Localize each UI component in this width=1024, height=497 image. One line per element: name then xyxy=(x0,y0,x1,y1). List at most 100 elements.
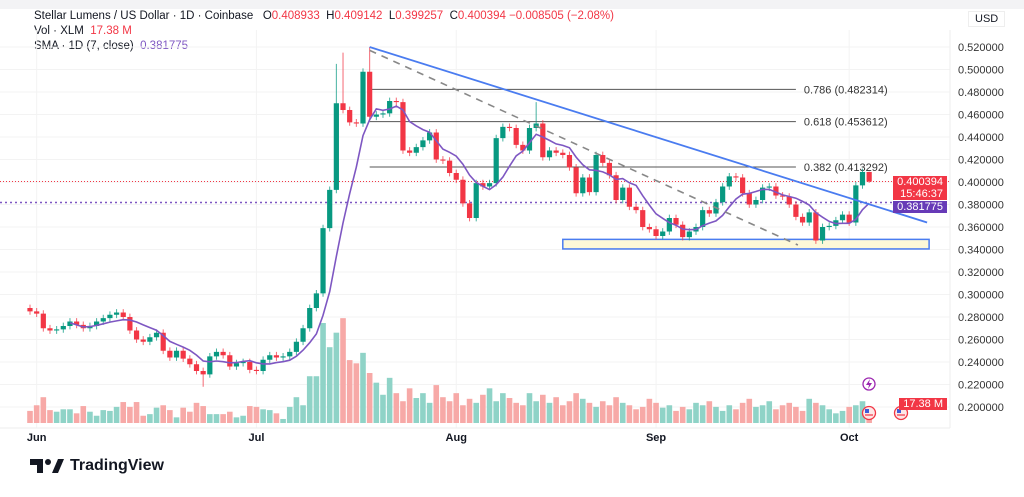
volume-bar xyxy=(853,405,859,423)
candle-body xyxy=(240,362,246,364)
candle-body xyxy=(600,155,606,163)
candle-body xyxy=(733,176,739,178)
candle-body xyxy=(586,177,593,193)
fib-level-label: 0.786 (0.482314) xyxy=(804,84,888,96)
candle-body xyxy=(94,321,100,326)
candle-body xyxy=(293,341,299,352)
currency-selector[interactable]: USD xyxy=(968,11,1006,27)
close-value: 0.400394 xyxy=(457,10,506,22)
candle-body xyxy=(766,186,772,188)
candle-body xyxy=(340,103,346,110)
symbol-title: Stellar Lumens / US Dollar · 1D · Coinba… xyxy=(34,10,254,22)
volume-bar xyxy=(366,373,373,423)
volume-bar xyxy=(113,406,120,423)
volume-bar xyxy=(340,318,346,423)
volume-bar xyxy=(293,397,300,423)
volume-bar xyxy=(546,402,553,423)
volume-bar xyxy=(207,414,213,423)
volume-bar xyxy=(813,402,819,423)
candle-body xyxy=(273,355,280,358)
volume-bar xyxy=(833,413,839,423)
volume-bar xyxy=(393,393,400,423)
sma-line xyxy=(69,105,870,365)
candle-body xyxy=(193,364,200,371)
candle-body xyxy=(673,218,679,225)
candle-body xyxy=(227,355,233,367)
open-label: O xyxy=(262,10,272,22)
volume-value: 17.38 M xyxy=(90,25,132,37)
candle-body xyxy=(427,132,433,141)
candle-body xyxy=(353,122,359,124)
volume-bar xyxy=(633,409,639,423)
volume-bar xyxy=(353,363,360,423)
candle-body xyxy=(333,103,339,190)
candle-body xyxy=(74,321,80,325)
y-tick-label: 0.260000 xyxy=(958,335,1004,347)
volume-bar xyxy=(406,388,413,423)
volume-bar xyxy=(213,414,220,423)
volume-bar xyxy=(713,406,719,423)
volume-bar xyxy=(626,405,633,423)
candle-body xyxy=(593,155,599,193)
candle-body xyxy=(27,308,33,312)
volume-bar xyxy=(167,410,173,423)
candle-body xyxy=(233,363,240,367)
volume-bar xyxy=(73,413,80,423)
candle-body xyxy=(473,183,479,218)
volume-bar xyxy=(679,406,686,423)
y-tick-label: 0.220000 xyxy=(958,380,1004,392)
candle-body xyxy=(660,231,666,236)
candle-body xyxy=(846,214,852,223)
volume-bar xyxy=(619,402,626,423)
candle-body xyxy=(107,314,113,319)
candle-body xyxy=(187,358,193,365)
volume-bar xyxy=(666,405,673,423)
candle-body xyxy=(726,176,732,187)
volume-bar xyxy=(699,405,706,423)
volume-legend[interactable]: Vol · XLM 17.38 M xyxy=(34,25,132,38)
y-tick-label: 0.480000 xyxy=(958,87,1004,99)
volume-bar xyxy=(180,407,186,423)
volume-bar xyxy=(573,393,579,423)
volume-bar xyxy=(719,410,726,423)
candle-body xyxy=(247,362,253,370)
x-tick-label: Jun xyxy=(27,432,47,444)
candle-body xyxy=(320,228,326,294)
volume-bar xyxy=(579,398,586,423)
volume-bar xyxy=(506,398,513,423)
volume-bar xyxy=(373,382,380,423)
fib-level-label: 0.618 (0.453612) xyxy=(804,117,888,129)
candle-body xyxy=(120,312,126,317)
volume-bar xyxy=(133,402,140,423)
candle-body xyxy=(393,101,399,103)
candle-body xyxy=(746,193,752,205)
volume-bar xyxy=(433,385,440,423)
volume-bar xyxy=(33,405,40,423)
volume-bar xyxy=(480,394,486,423)
brand-name: TradingView xyxy=(70,457,164,474)
volume-bar xyxy=(806,398,813,423)
volume-bar xyxy=(80,406,87,423)
candle-body xyxy=(40,313,46,329)
volume-bar xyxy=(153,407,160,423)
candle-body xyxy=(287,351,293,357)
candle-body xyxy=(60,326,66,330)
candle-body xyxy=(167,350,173,358)
candle-body xyxy=(400,102,406,151)
candle-body xyxy=(506,126,513,128)
volume-bar xyxy=(346,360,353,423)
volume-bar xyxy=(779,405,786,423)
volume-bar xyxy=(566,401,573,423)
volume-bar xyxy=(187,411,193,423)
y-tick-label: 0.340000 xyxy=(958,245,1004,257)
symbol-legend: Stellar Lumens / US Dollar · 1D · Coinba… xyxy=(34,10,614,23)
candle-body xyxy=(360,71,366,124)
y-tick-label: 0.440000 xyxy=(958,132,1004,144)
sma-legend[interactable]: SMA · 1D (7, close) 0.381775 xyxy=(34,40,188,53)
tradingview-logo[interactable]: TradingView xyxy=(30,457,164,475)
candle-body xyxy=(380,113,386,115)
candle-body xyxy=(686,231,692,238)
candle-body xyxy=(799,216,806,223)
last-price-value: 0.400394 xyxy=(897,176,943,188)
